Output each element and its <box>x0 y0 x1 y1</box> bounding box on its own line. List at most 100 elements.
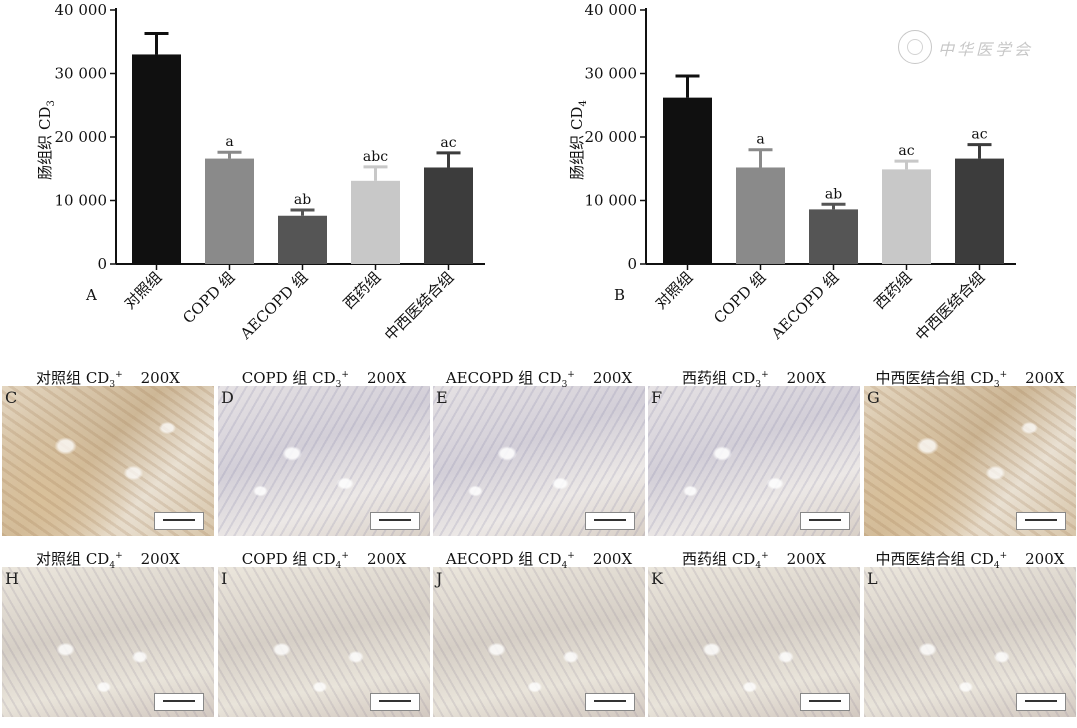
watermark-text: 中华医学会 <box>938 40 1034 59</box>
micrograph-letter: E <box>436 388 448 407</box>
micrograph-marker: CD <box>731 550 756 568</box>
micrograph-letter: C <box>5 388 18 407</box>
micrograph-title: 对照组 CD4+ 200X <box>2 545 214 571</box>
micrograph-image <box>433 386 645 536</box>
x-tick-label: 中西医结合组 <box>912 268 988 344</box>
micrograph-letter: J <box>436 569 443 588</box>
y-tick-label: 30 000 <box>585 65 638 83</box>
micrograph-group: AECOPD 组 <box>445 550 539 568</box>
micrograph-group: 西药组 <box>682 369 732 387</box>
micrograph-magnification: 200X <box>786 550 826 568</box>
micrograph-title: 对照组 CD3+ 200X <box>2 364 214 390</box>
y-tick-label: 20 000 <box>55 128 108 146</box>
micrograph-letter: F <box>651 388 663 407</box>
significance-label: abc <box>363 149 388 165</box>
micrograph-title: COPD 组 CD3+ 200X <box>218 364 430 390</box>
micrograph-group: 中西医结合组 <box>875 369 971 387</box>
x-tick-label: AECOPD 组 <box>767 268 842 343</box>
scale-bar <box>370 512 420 530</box>
micrograph-marker-subscript: 4 <box>755 561 762 571</box>
bar <box>663 97 712 264</box>
micrograph-marker-subscript: 3 <box>109 380 116 390</box>
micrograph-magnification: 200X <box>1025 550 1065 568</box>
bar <box>132 54 181 265</box>
x-tick-label: 对照组 <box>121 268 166 313</box>
micrograph-image <box>218 386 430 536</box>
micrograph-marker-superscript: + <box>999 551 1008 561</box>
micrograph-panel-l: 中西医结合组 CD4+ 200X L <box>864 545 1076 717</box>
micrograph-image <box>218 567 430 717</box>
y-axis-title-subscript: 3 <box>46 100 57 106</box>
scale-bar <box>154 693 204 711</box>
micrograph-marker-subscript: 3 <box>755 380 762 390</box>
y-axis-title: 肠组织 CD3 <box>36 100 57 180</box>
significance-label: a <box>225 134 233 150</box>
bar <box>736 167 785 264</box>
micrograph-group: COPD 组 <box>241 369 313 387</box>
micrograph-letter: L <box>867 569 878 588</box>
micrograph-marker: CD <box>970 550 994 568</box>
y-tick-label: 0 <box>97 255 107 273</box>
micrograph-group: 对照组 <box>36 550 86 568</box>
y-tick-label: 40 000 <box>585 1 638 19</box>
micrograph-panel-k: 西药组 CD4+ 200X K <box>648 545 860 717</box>
micrograph-image <box>864 567 1076 717</box>
seal-icon <box>898 30 932 64</box>
micrograph-marker-subscript: 3 <box>561 380 568 390</box>
micrograph-letter: I <box>221 569 228 588</box>
micrograph-panel-c: 对照组 CD3+ 200X C <box>2 364 214 536</box>
micrograph-marker: CD <box>538 550 562 568</box>
micrograph-image <box>648 386 860 536</box>
x-tick-label: 中西医结合组 <box>381 268 457 344</box>
x-tick-label: 对照组 <box>652 268 697 313</box>
micrograph-magnification: 200X <box>366 369 407 387</box>
scale-bar <box>370 693 420 711</box>
micrograph-group: 中西医结合组 <box>875 550 971 568</box>
y-tick-label: 0 <box>627 255 637 273</box>
significance-label: ac <box>898 143 914 159</box>
micrograph-marker-subscript: 4 <box>993 561 1000 571</box>
micrograph-group: AECOPD 组 <box>445 369 539 387</box>
micrograph-marker: CD <box>970 369 994 387</box>
micrograph-panel-h: 对照组 CD4+ 200X H <box>2 545 214 717</box>
micrograph-marker-superscript: + <box>567 551 575 561</box>
bar <box>809 209 858 264</box>
significance-label: ac <box>971 127 987 143</box>
panel-label: A <box>85 286 97 304</box>
micrograph-panel-g: 中西医结合组 CD3+ 200X G <box>864 364 1076 536</box>
micrograph-panel-f: 西药组 CD3+ 200X F <box>648 364 860 536</box>
x-tick-label: COPD 组 <box>710 268 769 327</box>
micrograph-panel-d: COPD 组 CD3+ 200X D <box>218 364 430 536</box>
micrograph-marker-superscript: + <box>341 551 349 561</box>
micrograph-magnification: 200X <box>140 369 180 387</box>
scale-bar <box>1016 512 1066 530</box>
micrograph-magnification: 200X <box>592 369 633 387</box>
micrograph-marker-superscript: + <box>341 370 349 380</box>
micrograph-title: 中西医结合组 CD3+ 200X <box>864 364 1076 390</box>
bar <box>351 180 400 264</box>
bar <box>205 158 254 264</box>
micrograph-marker-subscript: 3 <box>335 380 342 390</box>
scale-bar <box>585 693 635 711</box>
micrograph-panel-i: COPD 组 CD4+ 200X I <box>218 545 430 717</box>
micrograph-marker: CD <box>731 369 756 387</box>
micrograph-magnification: 200X <box>366 550 407 568</box>
micrograph-title: 西药组 CD4+ 200X <box>648 545 860 571</box>
bar <box>424 167 473 264</box>
y-axis-title-subscript: 4 <box>578 100 589 106</box>
x-tick-label: AECOPD 组 <box>236 268 311 343</box>
micrograph-marker-subscript: 3 <box>993 380 1000 390</box>
micrograph-marker-subscript: 4 <box>335 561 342 571</box>
micrograph-title: 西药组 CD3+ 200X <box>648 364 860 390</box>
chart-a: 0 10 000 20 000 30 000 40 000 肠组织 CD3 对照组 a COPD… <box>36 1 485 344</box>
panel-label: B <box>614 286 625 304</box>
significance-label: ab <box>294 192 311 208</box>
micrograph-letter: G <box>867 388 880 407</box>
micrograph-letter: D <box>221 388 234 407</box>
micrograph-image <box>433 567 645 717</box>
y-tick-label: 20 000 <box>585 128 638 146</box>
micrograph-marker-superscript: + <box>115 551 123 561</box>
scale-bar <box>1016 693 1066 711</box>
micrograph-title: 中西医结合组 CD4+ 200X <box>864 545 1076 571</box>
significance-label: a <box>756 132 764 148</box>
